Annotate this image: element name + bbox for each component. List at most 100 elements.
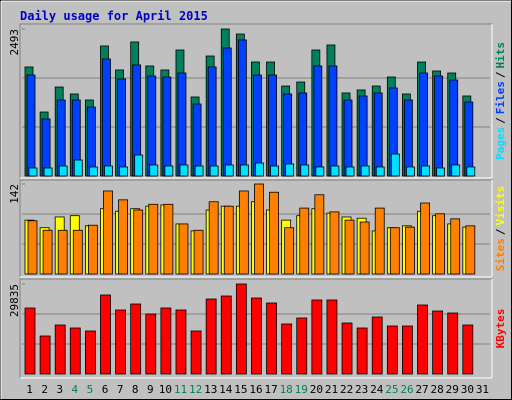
bar [194, 165, 204, 177]
bar [160, 307, 172, 375]
bar [270, 165, 279, 177]
bar [190, 330, 202, 375]
bar [208, 201, 219, 275]
bar [374, 207, 385, 275]
bar [54, 324, 66, 375]
bar [28, 167, 38, 177]
x-tick-label: 13 [204, 383, 217, 396]
bar [284, 227, 295, 275]
bar [27, 220, 38, 275]
x-tick-label: 6 [102, 383, 109, 396]
x-tick-label: 2 [41, 383, 48, 396]
legend-entry: Pages [494, 127, 507, 160]
x-tick-label: 23 [355, 383, 368, 396]
bar [119, 166, 128, 177]
x-tick-label: 30 [461, 383, 474, 396]
x-tick-label: 9 [147, 383, 154, 396]
bar [192, 103, 202, 177]
bar [405, 226, 415, 275]
bar [24, 307, 36, 375]
bar [285, 163, 295, 177]
bar [419, 72, 428, 177]
x-tick-label: 4 [72, 383, 79, 396]
bar [356, 327, 368, 375]
bar [269, 191, 279, 275]
bar [148, 203, 159, 275]
bar [73, 159, 83, 177]
bar [147, 75, 157, 177]
bar [133, 209, 144, 275]
legend-entry: Sites [494, 238, 507, 271]
bar [434, 75, 444, 177]
bar [386, 325, 398, 375]
bar [314, 194, 325, 275]
bar [115, 309, 126, 375]
bar [330, 165, 340, 177]
legend-entry: Hits [494, 42, 507, 69]
bar [87, 224, 98, 275]
bar [449, 79, 459, 177]
bar [239, 164, 249, 177]
x-tick-label: 28 [431, 383, 444, 396]
bar [402, 325, 413, 375]
bar [341, 322, 353, 375]
x-tick-label: 16 [249, 383, 262, 396]
bar [326, 299, 338, 375]
legend-separator: / [494, 228, 507, 235]
bar [344, 219, 355, 275]
x-tick-label: 5 [87, 383, 94, 396]
bar [371, 316, 383, 375]
bar [207, 66, 217, 177]
bar [102, 58, 111, 177]
bar [447, 312, 459, 375]
bar [235, 283, 247, 375]
bar [432, 310, 444, 375]
bar [450, 218, 461, 275]
x-tick-label: 25 [385, 383, 398, 396]
legend: KBytes [494, 309, 507, 349]
bar [84, 330, 96, 375]
bar [224, 164, 234, 177]
bar [238, 190, 249, 275]
x-tick-label: 24 [370, 383, 384, 396]
x-tick-label: 8 [132, 383, 139, 396]
x-tick-label: 17 [264, 383, 277, 396]
bar [313, 65, 323, 177]
x-tick-label: 11 [174, 383, 187, 396]
bar [103, 190, 113, 275]
x-tick-label: 27 [415, 383, 428, 396]
chart-title: Daily usage for April 2015 [20, 9, 208, 23]
x-tick-label: 15 [234, 383, 247, 396]
bar [268, 74, 277, 177]
bar [300, 164, 310, 177]
bar [375, 166, 385, 177]
x-tick-label: 1 [26, 383, 33, 396]
bar [343, 99, 353, 177]
bar [360, 165, 370, 177]
x-tick-label: 29 [446, 383, 459, 396]
x-tick-label: 18 [280, 383, 293, 396]
bar [26, 74, 36, 177]
bar [359, 221, 370, 275]
bar [466, 166, 476, 177]
bar [220, 295, 232, 375]
bar [72, 229, 83, 275]
bar [145, 313, 157, 375]
bar [329, 211, 340, 275]
bar [43, 167, 53, 177]
bar [118, 199, 128, 275]
bar [390, 153, 400, 177]
bar [56, 99, 66, 177]
y-tick-label: 142 [8, 184, 21, 204]
bar [162, 76, 172, 177]
x-tick-label: 3 [56, 383, 63, 396]
legend-separator: / [494, 71, 507, 78]
bar [464, 101, 474, 177]
bar [299, 207, 310, 275]
legend-entry: Visits [494, 186, 507, 226]
bar [435, 213, 446, 275]
x-tick-label: 10 [159, 383, 172, 396]
bar [373, 92, 383, 177]
y-tick-label: 2493 [8, 29, 21, 56]
bar [296, 317, 308, 375]
